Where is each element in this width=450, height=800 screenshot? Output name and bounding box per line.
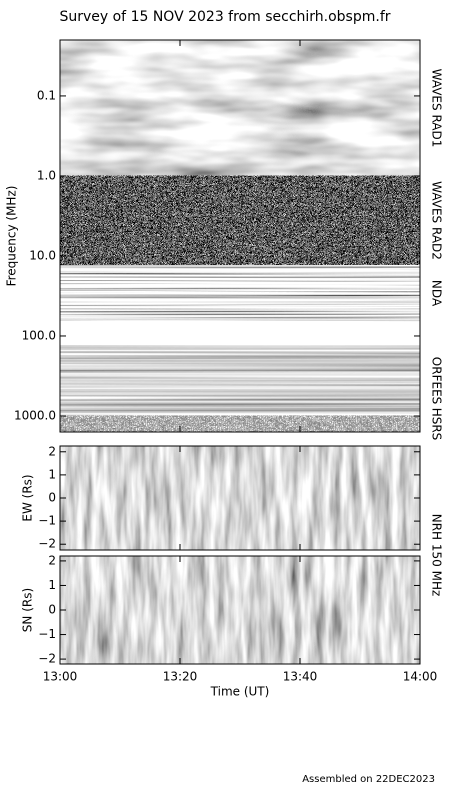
- y-axis-label: EW (Rs): [21, 474, 35, 521]
- spectrogram-band: [60, 415, 420, 432]
- y-axis-label: Frequency (MHz): [5, 186, 19, 287]
- footer: Assembled on 22DEC2023: [302, 774, 435, 785]
- band-label: WAVES RAD2: [430, 181, 444, 260]
- spectrogram-band: [60, 175, 420, 266]
- y-tick-label: 1.0: [37, 168, 56, 182]
- band-label: WAVES RAD1: [430, 69, 444, 148]
- y-tick-label: 2: [48, 553, 56, 567]
- y-tick-label: −2: [38, 652, 56, 666]
- spectrogram-band: [60, 265, 420, 322]
- y-tick-label: 10.0: [29, 248, 56, 262]
- x-tick-label: 13:20: [163, 670, 198, 684]
- y-tick-label: 2: [48, 444, 56, 458]
- band-label: NDA: [430, 280, 444, 307]
- y-tick-label: 0: [48, 603, 56, 617]
- y-tick-label: 0: [48, 491, 56, 505]
- y-tick-label: −1: [38, 514, 56, 528]
- instrument-label: NRH 150 MHz: [430, 514, 444, 597]
- band-label: HSRS: [430, 408, 444, 441]
- y-tick-label: 0.1: [37, 88, 56, 102]
- y-tick-label: 100.0: [22, 328, 56, 342]
- y-tick-label: 1000.0: [14, 408, 56, 422]
- x-tick-label: 14:00: [403, 670, 438, 684]
- x-axis-label: Time (UT): [210, 685, 270, 699]
- spectrogram-band: [60, 345, 420, 416]
- y-tick-label: −2: [38, 537, 56, 551]
- x-tick-label: 13:40: [283, 670, 318, 684]
- band-label: ORFEES: [430, 357, 444, 404]
- radioheliograph-image: [60, 446, 420, 550]
- figure-title: Survey of 15 NOV 2023 from secchirh.obsp…: [59, 9, 390, 25]
- x-tick-label: 13:00: [43, 670, 78, 684]
- spectrogram-band: [60, 40, 420, 176]
- y-tick-label: 1: [48, 578, 56, 592]
- panel-frame: [59, 39, 421, 433]
- y-tick-label: −1: [38, 627, 56, 641]
- y-axis-label: SN (Rs): [21, 588, 35, 632]
- radioheliograph-image: [60, 556, 420, 664]
- y-tick-label: 1: [48, 467, 56, 481]
